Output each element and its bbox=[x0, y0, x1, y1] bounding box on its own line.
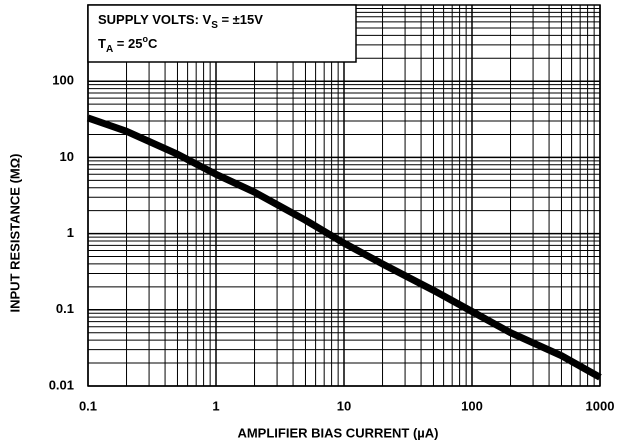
x-tick-label: 0.1 bbox=[79, 398, 97, 413]
y-tick-label: 1 bbox=[67, 225, 74, 240]
annotation-part: S bbox=[211, 20, 218, 31]
x-tick-label: 10 bbox=[337, 398, 351, 413]
x-tick-label: 100 bbox=[461, 398, 483, 413]
annotation-part: T bbox=[98, 36, 106, 51]
annotation-part: = ±15V bbox=[218, 12, 263, 27]
x-tick-label: 1000 bbox=[586, 398, 615, 413]
annotation-part: o bbox=[142, 34, 148, 44]
annotation-part: C bbox=[148, 36, 158, 51]
data-line bbox=[86, 114, 602, 381]
annotation: SUPPLY VOLTS: VS = ±15V bbox=[98, 12, 263, 30]
x-tick-label: 1 bbox=[212, 398, 219, 413]
y-tick-label: 10 bbox=[60, 149, 74, 164]
y-tick-label: 0.01 bbox=[49, 377, 74, 392]
annotation-part: = 25 bbox=[113, 36, 142, 51]
annotation-part: SUPPLY VOLTS: V bbox=[98, 12, 212, 27]
annotation-part: A bbox=[106, 44, 113, 55]
y-tick-label: 0.1 bbox=[56, 301, 74, 316]
y-tick-label: 100 bbox=[52, 73, 74, 88]
annotation-box bbox=[87, 4, 357, 63]
x-axis-label: AMPLIFIER BIAS CURRENT (µA) bbox=[237, 425, 438, 440]
y-axis-label: INPUT RESISTANCE (MΩ) bbox=[7, 154, 22, 313]
annotation: TA = 25oC bbox=[98, 34, 158, 54]
